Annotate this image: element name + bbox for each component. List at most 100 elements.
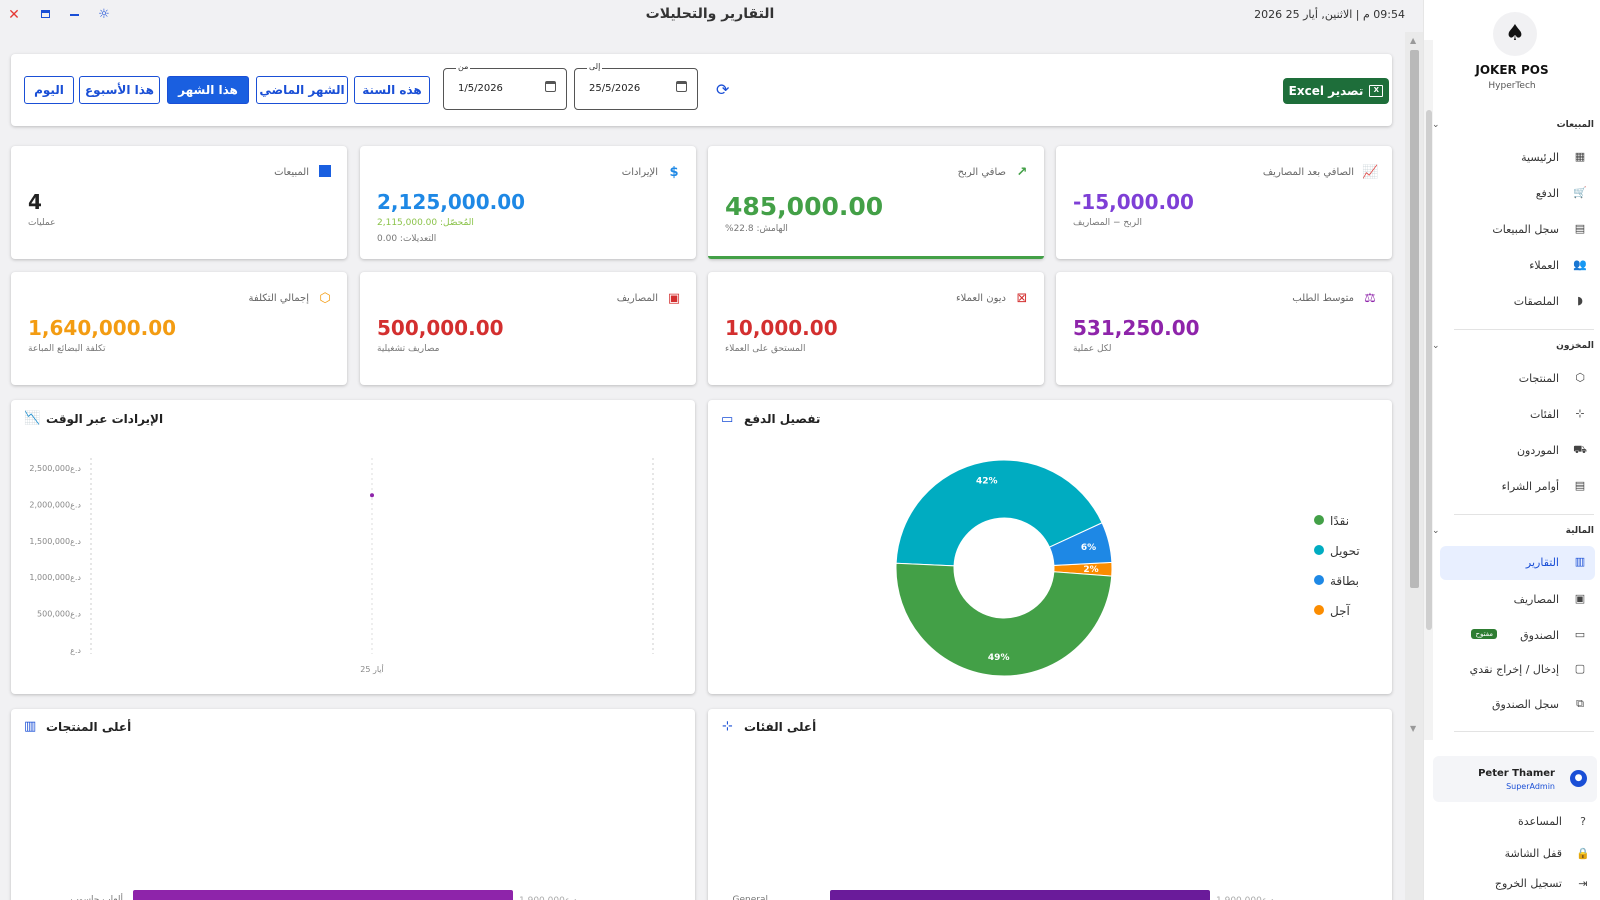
stat-subtitle: المُحصّل: 2,115,000.00 <box>377 218 474 228</box>
cash-register-icon: ▭ <box>1574 628 1586 641</box>
help-button[interactable]: ? المساعدة <box>1518 815 1590 828</box>
top-categories-card: ⊹ أعلى الفئات General د.ع1,900,000 <box>708 709 1392 900</box>
sidebar-item-label: الصندوق <box>1520 629 1559 642</box>
sidebar-item-suppliers[interactable]: ⛟ الموردون <box>1440 434 1595 468</box>
sidebar-scrollbar[interactable] <box>1424 40 1433 740</box>
donut-label-1: 42% <box>976 477 998 487</box>
period-this-year-button[interactable]: هذه السنة <box>354 76 430 104</box>
stat-net-after-expenses: 📈 الصافي بعد المصاريف -15,000.00 الربح −… <box>1056 146 1392 259</box>
date-to-value: 25/5/2026 <box>589 83 641 94</box>
chevron-down-icon[interactable]: ⌄ <box>1432 341 1440 351</box>
sidebar-item-label: إدخال / إخراج نقدي <box>1469 663 1559 676</box>
sidebar-item-cashbox[interactable]: ▭ الصندوق مفتوح <box>1440 619 1595 653</box>
refresh-icon[interactable]: ⟳ <box>716 80 730 99</box>
section-finance[interactable]: المالية <box>1565 526 1594 536</box>
close-window-button[interactable]: ✕ <box>8 7 20 23</box>
x-tick-label-0: 25 أيار <box>360 664 383 674</box>
chevron-down-icon[interactable]: ⌄ <box>1432 120 1440 130</box>
scroll-down-icon[interactable]: ▼ <box>1410 724 1417 733</box>
sidebar-item-categories[interactable]: ⊹ الفئات <box>1440 398 1595 432</box>
sidebar-item-label: الدفع <box>1535 187 1559 200</box>
calendar-icon[interactable] <box>545 81 556 92</box>
stat-value: 500,000.00 <box>377 316 504 340</box>
theme-toggle-button[interactable]: ☼ <box>98 7 110 22</box>
receipt-icon: ▤ <box>1574 222 1586 235</box>
period-this-month-button[interactable]: هذا الشهر <box>167 76 249 104</box>
top-products-title: أعلى المنتجات <box>46 720 132 734</box>
donut-label-2: 6% <box>1081 543 1096 553</box>
section-inventory[interactable]: المخزون <box>1556 341 1594 351</box>
section-sales[interactable]: المبيعات <box>1556 120 1594 130</box>
sidebar-item-label: الموردون <box>1516 444 1559 457</box>
main-content: Excel تصدير X ⟳ إلى 25/5/2026 من 1/5/202… <box>0 32 1405 900</box>
legend-label-3: آجل <box>1330 603 1351 618</box>
stat-title: المصاريف <box>616 293 658 304</box>
sidebar-item-cash-in-out[interactable]: ▢ إدخال / إخراج نقدي <box>1440 653 1595 687</box>
stat-subtitle: الهامش: 22.8% <box>725 224 788 234</box>
stat-subtitle: الربح − المصاريف <box>1073 218 1142 228</box>
logout-button[interactable]: ⇥ تسجيل الخروج <box>1495 877 1590 890</box>
excel-icon: X <box>1369 85 1384 97</box>
date-from-field[interactable]: من 1/5/2026 <box>443 62 567 110</box>
scroll-thumb[interactable] <box>1410 50 1419 588</box>
user-card[interactable]: Peter Thamer SuperAdmin ● <box>1433 756 1597 802</box>
sidebar-item-reports[interactable]: ▥ التقارير <box>1440 546 1595 580</box>
scroll-up-icon[interactable]: ▲ <box>1410 36 1417 45</box>
spade-logo-icon: ♠ <box>1493 12 1537 56</box>
sidebar-item-checkout[interactable]: 🛒 الدفع <box>1440 177 1595 211</box>
top-categories-title: أعلى الفئات <box>744 720 817 734</box>
sidebar-item-home[interactable]: ▦ الرئيسية <box>1440 141 1595 175</box>
sidebar: ♠ JOKER POS HyperTech المبيعات ⌄ ▦ الرئيس… <box>1423 0 1600 900</box>
users-icon: 👥 <box>1573 258 1587 271</box>
main-scrollbar[interactable]: ▲ ▼ <box>1405 32 1423 900</box>
legend-label-2: بطاقة <box>1330 574 1359 588</box>
divider <box>1454 731 1594 732</box>
sidebar-item-sales-log[interactable]: ▤ سجل المبيعات <box>1440 213 1595 247</box>
stat-value: 1,640,000.00 <box>28 316 177 340</box>
y-tick-label-3: د.ع1,500,000 <box>29 537 81 546</box>
revenue-chart-title: الإيرادات عبر الوقت <box>46 412 164 426</box>
sidebar-item-stickers[interactable]: ◗ الملصقات <box>1440 285 1595 319</box>
divider <box>1454 329 1594 330</box>
cart-icon: 🛒 <box>1573 186 1587 199</box>
bar-0 <box>133 890 513 900</box>
stat-expenses: ▣ المصاريف 500,000.00 مصاريف تشغيلية <box>360 272 696 385</box>
legend-dot-3 <box>1314 605 1324 615</box>
lock-screen-button[interactable]: 🔒 قفل الشاشة <box>1505 847 1590 860</box>
revenue-scatter-chart: د.ع د.ع500,000 د.ع1,000,000 د.ع1,500,000 د.ع… <box>29 458 654 674</box>
stat-title: إجمالي التكلفة <box>248 293 309 304</box>
date-to-field[interactable]: إلى 25/5/2026 <box>574 62 698 110</box>
user-role: SuperAdmin <box>1506 782 1555 791</box>
maximize-window-button[interactable] <box>38 8 52 22</box>
period-last-month-button[interactable]: الشهر الماضي <box>256 76 348 104</box>
legend-label-1: تحويل <box>1330 544 1360 559</box>
page-title: التقارير والتحليلات <box>645 6 775 22</box>
stat-subtitle: المستحق على العملاء <box>725 344 806 354</box>
help-label: المساعدة <box>1517 815 1562 828</box>
sidebar-item-customers[interactable]: 👥 العملاء <box>1440 249 1595 283</box>
sidebar-item-expenses[interactable]: ▣ المصاريف <box>1440 583 1595 617</box>
donut-slice-0 <box>895 562 1113 677</box>
wallet-icon: ▣ <box>667 291 681 306</box>
calendar-icon[interactable] <box>676 81 687 92</box>
chevron-down-icon[interactable]: ⌄ <box>1432 526 1440 536</box>
sidebar-item-products[interactable]: ⬡ المنتجات <box>1440 362 1595 396</box>
square-icon <box>317 165 333 181</box>
sidebar-scroll-thumb[interactable] <box>1426 110 1432 630</box>
top-products-card: ▥ أعلى المنتجات ألعاب حاسوب د.ع1,900,000 <box>11 709 695 900</box>
sidebar-item-purchase-orders[interactable]: ▤ أوامر الشراء <box>1440 470 1595 504</box>
stat-value: 485,000.00 <box>725 192 884 221</box>
stat-title: الإيرادات <box>621 167 658 178</box>
minimize-icon <box>69 13 79 16</box>
box-icon: ⬡ <box>319 291 331 306</box>
export-excel-button[interactable]: Excel تصدير X <box>1283 78 1389 104</box>
sidebar-item-cashbox-log[interactable]: ⧉ سجل الصندوق <box>1440 688 1595 722</box>
bar-chart-icon: ▥ <box>24 719 37 734</box>
date-from-value: 1/5/2026 <box>458 83 503 94</box>
period-this-week-button[interactable]: هذا الأسبوع <box>79 76 160 104</box>
period-today-button[interactable]: اليوم <box>24 76 74 104</box>
sidebar-item-label: أوامر الشراء <box>1501 480 1559 493</box>
date-from-label: من <box>456 62 471 71</box>
credit-card-icon: ▭ <box>721 412 734 427</box>
minimize-window-button[interactable] <box>67 8 81 22</box>
